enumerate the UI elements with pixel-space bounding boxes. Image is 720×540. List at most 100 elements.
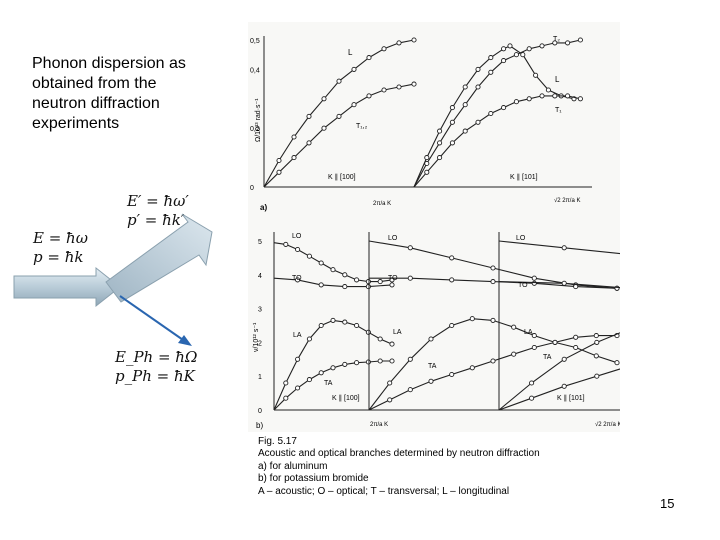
panel-b2-TA-point (387, 397, 393, 403)
title-line: Phonon dispersion as (32, 55, 186, 72)
panel-a-left-end-label: 2π/a K (373, 201, 391, 207)
phonon-arrow-line (119, 295, 187, 343)
panel-a-right-T2-point (565, 40, 571, 46)
panel-b1-LO-point (354, 277, 360, 283)
scattered-momentum-equation: p′ = ħk′ (127, 211, 185, 229)
panel-a-right-curve-label-T2: T₂ (553, 36, 560, 43)
panel-b2-TA-point (407, 387, 413, 393)
caption-line: Fig. 5.17 (258, 436, 297, 447)
panel-a-left-T-point (336, 113, 342, 119)
panel-b2-axis-label: K ∥ [101] (557, 394, 585, 402)
panel-b1-TA-point (330, 365, 336, 371)
panel-b1-TA-point (283, 395, 289, 401)
panel-a-left-L-point (276, 157, 282, 164)
panel-b1-TA-point (365, 359, 371, 365)
panel-b-ylabel: ν/10¹² s⁻¹ (253, 322, 260, 352)
panel-b1-TA-point (342, 361, 348, 367)
panel-b2-LA-point (490, 317, 496, 323)
scattered-energy-equation: E′ = ħω′ (127, 192, 189, 210)
scattering-diagram (13, 213, 213, 346)
panel-a-right-T1-point (552, 93, 558, 99)
panel-a-right-T1-point (539, 93, 545, 99)
panel-b-ytick: 4 (258, 273, 262, 280)
panel-a-left-T-point (321, 125, 327, 131)
panel-b1-LO-point (330, 267, 336, 273)
panel-a-right-curve-label-L: L (555, 75, 560, 84)
panel-a-right-T1-point (475, 119, 481, 125)
incident-neutron-arrow (13, 266, 121, 308)
panel-b2-LA-point (614, 360, 620, 366)
panel-b2-LA-point (469, 316, 475, 322)
panel-a-left-L-point (396, 40, 402, 46)
panel-b2-TO-point (531, 280, 537, 286)
panel-a-right-T2-point (462, 102, 468, 108)
panel-a-right-T1-point (577, 96, 583, 102)
panel-b-ytick: 2 (258, 340, 262, 347)
panel-a-right-L-point (501, 46, 507, 52)
panel-a-right-T2-point (513, 52, 519, 58)
panel-b2-TA-point (449, 371, 455, 378)
panel-b1-LO-point (283, 241, 289, 247)
panel-b2-end-label: √2 2π/a K (595, 421, 620, 428)
panel-b1-LA-point (330, 317, 336, 323)
panel-a-right-T1-point (424, 169, 430, 175)
panel-b1-LA-point (342, 319, 348, 325)
panel-b2-TA-point (531, 344, 537, 351)
panel-a-right-T2-point (475, 84, 481, 90)
panel-b3-curve-label-TO: TO (518, 282, 528, 289)
panel-b1-curve-label-LO: LO (292, 233, 302, 240)
panel-a-right-T2-point (449, 119, 455, 125)
panel-b2-LA-point (407, 356, 413, 362)
dispersion-figure-svg: 0,5 0,4 0,2 0 Ω/10¹³ rad·s⁻¹ a) L T₁,₂ K ∥ [100]… (250, 36, 720, 430)
panel-a-left-T-point (366, 93, 372, 99)
panel-a-left-T-curve (263, 83, 415, 188)
panel-b1-TO-point (318, 282, 324, 288)
scattered-neutron-arrow (105, 213, 213, 303)
panel-b1-LA-point (306, 336, 312, 342)
panel-b1-LA-point (283, 380, 289, 386)
panel-a-ylabel: Ω/10¹³ rad·s⁻¹ (255, 98, 262, 142)
panel-b2-TO-point (449, 277, 455, 283)
panel-b2-LA-point (531, 333, 537, 339)
panel-b3-TA-point (529, 395, 535, 401)
panel-b1-curve-label-TA: TA (324, 380, 333, 387)
panel-a-left-T-point (291, 155, 297, 161)
panel-b-ytick: 0 (258, 408, 262, 415)
panel-a-ytick: 0 (250, 185, 254, 192)
panel-b1-LO-point (342, 272, 348, 278)
panel-b1-TO-point (295, 277, 301, 283)
panel-b3-LA-point (529, 380, 535, 386)
panel-b1-axis-label: K ∥ [100] (332, 394, 360, 402)
panel-a-right-L-point (520, 52, 526, 58)
panel-b1-LA-point (295, 356, 301, 362)
panel-b2-TO-point (490, 279, 496, 285)
panel-a-right-L-point (475, 66, 481, 72)
panel-b2-curve-label-LA: LA (393, 329, 402, 336)
panel-a-right-curve-label-T1: T₁ (555, 107, 562, 114)
panel-b2-TA-point (469, 365, 475, 371)
panel-b3-TA-point (561, 383, 567, 389)
panel-b1-LO-point (377, 279, 383, 285)
dispersion-figure: 0,5 0,4 0,2 0 Ω/10¹³ rad·s⁻¹ a) L T₁,₂ K ∥ [100]… (248, 22, 720, 432)
panel-b2-curve-label-TA: TA (428, 363, 437, 370)
panel-a-ytick: 0,2 (250, 126, 260, 133)
panel-a-right-L-point (545, 87, 551, 93)
panel-a-right-T1-point (513, 99, 519, 105)
panel-b3-curve-label-LO: LO (516, 235, 526, 242)
panel-a-left-L-point (366, 55, 372, 61)
panel-b1-end-label: 2π/a K (370, 422, 388, 428)
panel-a-left-T-point (381, 87, 387, 93)
panel-b-ytick: 5 (258, 239, 262, 246)
panel-a-right-axis-label: K ∥ [101] (510, 173, 538, 181)
panel-b1-LA-point (354, 322, 360, 329)
panel-a-right-T1-point (501, 105, 507, 111)
panel-b2-LA-point (593, 353, 599, 359)
caption-line: b) for potassium bromide (258, 473, 369, 485)
panel-b1-curve-label-TO: TO (292, 275, 302, 282)
panel-b2-TA-point (593, 333, 599, 339)
panel-b2-TA-point (552, 339, 558, 345)
panel-b-label: b) (256, 421, 263, 430)
panel-b1-LO-point (318, 260, 324, 266)
panel-a-left-T-point (351, 102, 357, 108)
panel-a-right-T1-point (449, 140, 455, 146)
